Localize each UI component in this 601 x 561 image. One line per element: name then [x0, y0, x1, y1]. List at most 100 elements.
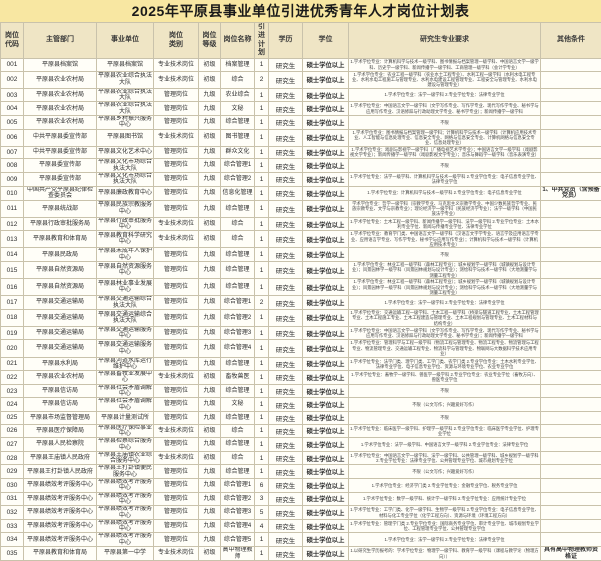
cell-dept: 平原县信访局 [24, 384, 97, 398]
cell-count: 1 [255, 262, 269, 279]
cell-other [541, 159, 601, 173]
column-header: 岗位 代码 [1, 23, 24, 59]
cell-count: 1 [255, 340, 269, 357]
cell-other [541, 296, 601, 310]
cell-edu: 研究生 [269, 115, 303, 129]
cell-edu: 研究生 [269, 231, 303, 248]
cell-unit: 平原县王打卦镇便民服务中心 [97, 465, 154, 479]
cell-dept: 平原县自然资源局 [24, 279, 97, 296]
cell-unit: 平原县图书馆 [97, 129, 154, 146]
cell-code: 013 [1, 231, 24, 248]
cell-dept: 平原县统战部 [24, 200, 97, 217]
cell-edu: 研究生 [269, 248, 303, 262]
cell-category: 管理岗位 [154, 262, 199, 279]
cell-name: 综合 [221, 231, 255, 248]
cell-degree: 硕士学位以上 [303, 186, 349, 200]
cell-edu: 研究生 [269, 357, 303, 371]
cell-unit: 平原县交通运输综合执法大队 [97, 296, 154, 310]
cell-degree: 硕士学位以上 [303, 146, 349, 159]
cell-unit: 平原县计量测试所 [97, 411, 154, 424]
cell-degree: 硕士学位以上 [303, 371, 349, 385]
cell-code: 017 [1, 296, 24, 310]
cell-unit: 平原县自然资源服务中心 [97, 262, 154, 279]
cell-level: 九级 [199, 479, 221, 493]
cell-count: 1 [255, 217, 269, 231]
cell-name: 档案管理 [221, 59, 255, 72]
cell-unit: 平原县绩效考评服务中心 [97, 479, 154, 493]
cell-level: 九级 [199, 146, 221, 159]
cell-unit: 平原县畜牧业发展中心 [97, 371, 154, 385]
column-header: 岗位 类别 [154, 23, 199, 59]
cell-category: 管理岗位 [154, 186, 199, 200]
cell-degree: 硕士学位以上 [303, 451, 349, 465]
cell-dept: 平原县王打卦镇人民政府 [24, 465, 97, 479]
cell-other [541, 262, 601, 279]
cell-dept: 平原县委宣传部 [24, 172, 97, 186]
cell-other [541, 279, 601, 296]
cell-level: 九级 [199, 533, 221, 547]
cell-degree: 硕士学位以上 [303, 231, 349, 248]
cell-degree: 硕士学位以上 [303, 115, 349, 129]
cell-unit: 平原县民族宗教服务中心 [97, 200, 154, 217]
cell-category: 管理岗位 [154, 172, 199, 186]
cell-level: 初级 [199, 217, 221, 231]
cell-dept: 平原县农业农村局 [24, 102, 97, 116]
cell-degree: 硕士学位以上 [303, 326, 349, 340]
cell-other [541, 384, 601, 398]
cell-category: 管理岗位 [154, 465, 199, 479]
cell-other [541, 59, 601, 72]
cell-edu: 研究生 [269, 71, 303, 88]
cell-name: 农业综合 [221, 88, 255, 102]
cell-req: 1.学术学位专业：畜牧学一级学科、兽医学一级学科 2.专业学位专业：农业专业学位… [349, 371, 541, 385]
cell-other [541, 172, 601, 186]
cell-other [541, 340, 601, 357]
cell-level: 初级 [199, 231, 221, 248]
cell-degree: 硕士学位以上 [303, 262, 349, 279]
cell-level: 九级 [199, 519, 221, 533]
cell-unit: 平原县林业事业发展中心 [97, 279, 154, 296]
cell-other [541, 424, 601, 438]
cell-code: 006 [1, 129, 24, 146]
cell-count: 1 [255, 186, 269, 200]
cell-req: 1.学术学位专业：管理科学与工程一级学科（物流工程与管理专业、物流工程专业、物流… [349, 340, 541, 357]
cell-category: 管理岗位 [154, 309, 199, 326]
cell-dept: 平原县绩效考评服务中心 [24, 506, 97, 520]
cell-unit: 平原县王庙镇农业综合服务中心 [97, 451, 154, 465]
cell-degree: 硕士学位以上 [303, 248, 349, 262]
cell-degree: 硕士学位以上 [303, 546, 349, 560]
cell-degree: 硕士学位以上 [303, 172, 349, 186]
cell-code: 014 [1, 248, 24, 262]
column-header: 主管部门 [24, 23, 97, 59]
cell-unit: 平原县廉政教育中心 [97, 186, 154, 200]
cell-count: 1 [255, 309, 269, 326]
cell-edu: 研究生 [269, 492, 303, 506]
cell-name: 综合管理 [221, 438, 255, 452]
cell-category: 管理岗位 [154, 398, 199, 412]
cell-dept: 平原县农业农村局 [24, 371, 97, 385]
cell-category: 管理岗位 [154, 296, 199, 310]
cell-level: 九级 [199, 102, 221, 116]
cell-name: 综合管理 [221, 248, 255, 262]
cell-dept: 平原县人民检察院 [24, 438, 97, 452]
cell-unit: 平原县绩效考评服务中心 [97, 506, 154, 520]
cell-category: 管理岗位 [154, 340, 199, 357]
cell-edu: 研究生 [269, 129, 303, 146]
cell-level: 九级 [199, 357, 221, 371]
position-plan-table: 岗位 代码主管部门事业单位岗位 类别岗位 等级岗位名称引进 计划学历学位研究生专… [0, 22, 601, 561]
cell-category: 管理岗位 [154, 492, 199, 506]
cell-code: 031 [1, 492, 24, 506]
cell-category: 专业技术岗位 [154, 129, 199, 146]
